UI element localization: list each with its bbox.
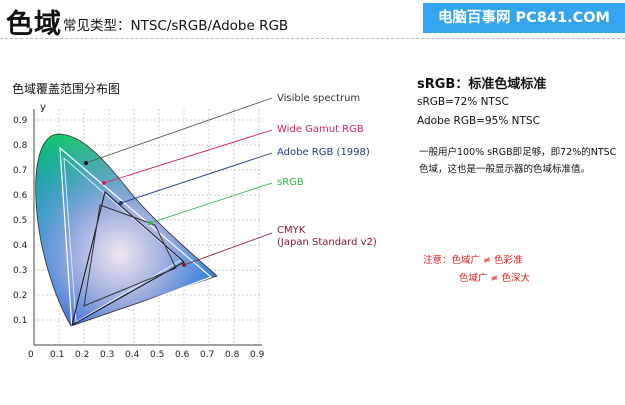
note-line-1: 注意：色域广 ≠ 色彩准	[423, 255, 523, 266]
label-wide-gamut-rgb: Wide Gamut RGB	[277, 124, 364, 135]
x-tick: 0.8	[225, 350, 240, 360]
info-title: sRGB：标准色域标准	[417, 77, 547, 92]
page-title: 色域	[6, 9, 62, 40]
tick-labels: y 0.9 0.8 0.7 0.6 0.5 0.4 0.3 0.2 0.1 0 …	[13, 102, 265, 360]
visible-spectrum-area	[35, 134, 217, 326]
leader-visible	[85, 97, 273, 164]
y-tick: 0.5	[13, 216, 27, 226]
y-tick: 0.4	[13, 241, 28, 251]
x-tick: 0.6	[175, 350, 190, 360]
y-tick: 0.1	[13, 316, 27, 326]
leader-dots	[84, 161, 186, 267]
x-tick: 0.1	[50, 350, 64, 360]
leader-srgb	[149, 182, 273, 224]
leader-lines	[85, 97, 273, 266]
y-tick: 0.3	[13, 266, 27, 276]
label-srgb: sRGB	[277, 177, 304, 188]
info-line-adobe: Adobe RGB=95% NTSC	[417, 115, 540, 127]
label-adobe-rgb: Adobe RGB (1998)	[277, 147, 370, 158]
y-tick: 0.6	[13, 191, 28, 201]
note-line-2: 色域广 ≠ 色深大	[459, 273, 530, 284]
y-tick: 0.9	[13, 116, 28, 126]
wide-gamut-triangle	[59, 146, 213, 330]
x-tick: 0.4	[125, 350, 140, 360]
y-tick: 0.7	[13, 166, 27, 176]
leader-wide	[103, 129, 273, 184]
x-tick: 0	[28, 350, 34, 360]
label-cmyk: CMYK	[277, 225, 306, 236]
info-line-srgb: sRGB=72% NTSC	[417, 96, 509, 108]
diagram-title: 色域覆盖范围分布图	[12, 82, 121, 96]
adobe-rgb-triangle	[63, 156, 182, 323]
y-axis-label: y	[40, 102, 46, 113]
x-tick: 0.5	[150, 350, 164, 360]
brand-logo: 电脑百事网 PC841.COM	[423, 3, 625, 33]
page-subtitle: 常见类型：NTSC/sRGB/Adobe RGB	[63, 18, 289, 34]
leader-cmyk	[183, 232, 273, 266]
header: 色域 常见类型：NTSC/sRGB/Adobe RGB 电脑百事网 PC841.…	[0, 0, 625, 44]
x-tick: 0.9	[250, 350, 265, 360]
x-tick: 0.2	[75, 350, 89, 360]
y-tick: 0.2	[13, 291, 27, 301]
y-tick: 0.8	[13, 141, 28, 151]
visible-spectrum-outline	[35, 133, 218, 327]
x-tick: 0.7	[200, 350, 214, 360]
label-visible-spectrum: Visible spectrum	[277, 93, 361, 104]
cie-gamut-diagram: y 0.9 0.8 0.7 0.6 0.5 0.4 0.3 0.2 0.1 0 …	[13, 97, 273, 360]
label-cmyk-standard: (Japan Standard v2)	[277, 237, 377, 248]
leader-adobe	[120, 152, 273, 204]
header-divider	[0, 38, 625, 39]
srgb-triangle	[71, 191, 185, 327]
info-paragraph: 一般用户100% sRGB即足够，即72%的NTSC色域，这也是一般显示器的色域…	[419, 147, 617, 175]
cmyk-gamut	[83, 204, 177, 307]
x-tick: 0.3	[100, 350, 114, 360]
